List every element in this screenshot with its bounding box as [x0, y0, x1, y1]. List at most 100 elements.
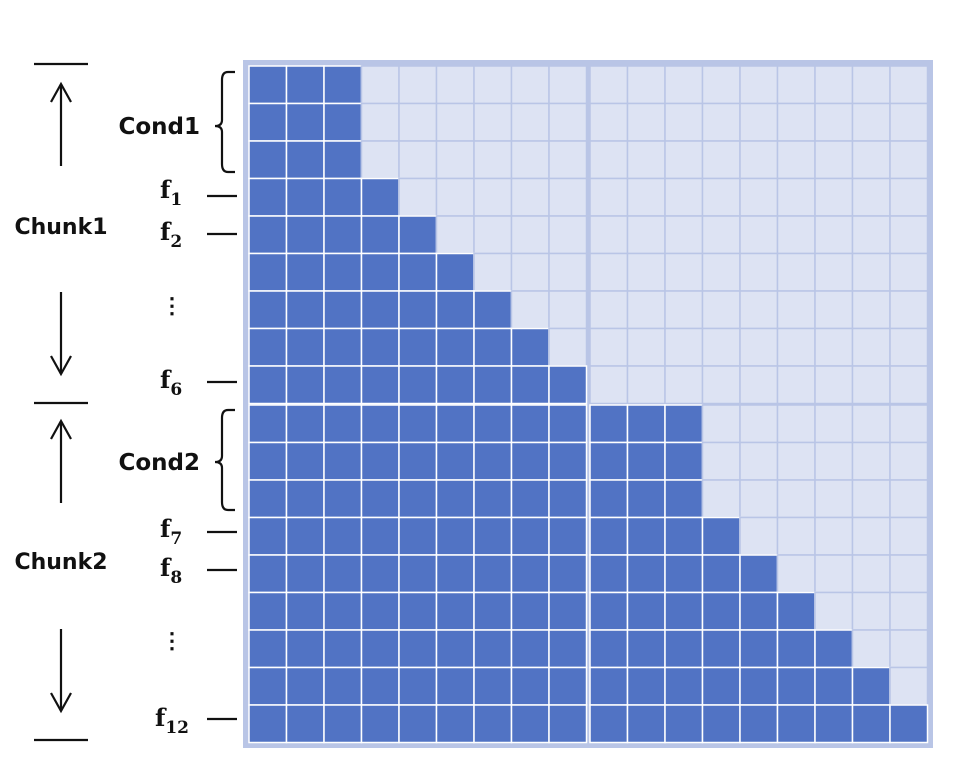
masked-cell [814, 215, 854, 255]
masked-cell [626, 252, 666, 292]
attend-cell [510, 404, 550, 444]
masked-cell [701, 102, 741, 142]
attend-cell [360, 666, 400, 706]
attend-cell [285, 554, 325, 594]
attend-cell [664, 516, 704, 556]
attend-cell [360, 290, 400, 330]
masked-cell [739, 479, 779, 519]
attend-cell [435, 516, 475, 556]
masked-cell [776, 327, 816, 367]
attend-cell [435, 704, 475, 744]
attend-cell [360, 554, 400, 594]
attend-cell [435, 441, 475, 481]
masked-cell [851, 65, 891, 105]
frame-label-f8: f8 [160, 553, 182, 588]
attend-cell [589, 516, 629, 556]
masked-cell [473, 102, 513, 142]
attend-cell [360, 591, 400, 631]
attend-cell [548, 479, 588, 519]
masked-cell [739, 215, 779, 255]
masked-cell [701, 441, 741, 481]
attend-cell [473, 629, 513, 669]
masked-cell [739, 252, 779, 292]
attend-cell [398, 479, 438, 519]
masked-cell [360, 140, 400, 180]
masked-cell [626, 177, 666, 217]
masked-cell [739, 140, 779, 180]
attend-cell [248, 554, 288, 594]
attend-cell [510, 666, 550, 706]
masked-cell [739, 102, 779, 142]
attend-cell [814, 666, 854, 706]
attend-cell [398, 290, 438, 330]
masked-cell [889, 327, 929, 367]
masked-cell [701, 365, 741, 405]
attend-cell [814, 704, 854, 744]
masked-cell [548, 327, 588, 367]
masked-cell [814, 252, 854, 292]
masked-cell [589, 177, 629, 217]
masked-cell [664, 252, 704, 292]
attention-matrix [248, 65, 929, 744]
masked-cell [814, 177, 854, 217]
attend-cell [248, 327, 288, 367]
attend-cell [664, 441, 704, 481]
attend-cell [626, 404, 666, 444]
masked-cell [739, 65, 779, 105]
masked-cell [889, 365, 929, 405]
cond2-label: Cond2 [118, 450, 200, 476]
attend-cell [435, 252, 475, 292]
attend-cell [360, 404, 400, 444]
attend-cell [285, 591, 325, 631]
attend-cell [360, 327, 400, 367]
attend-cell [589, 479, 629, 519]
attend-cell [510, 554, 550, 594]
attend-cell [701, 554, 741, 594]
masked-cell [739, 441, 779, 481]
attend-cell [285, 252, 325, 292]
masked-cell [626, 365, 666, 405]
masked-cell [739, 365, 779, 405]
attend-cell [398, 666, 438, 706]
attend-cell [701, 516, 741, 556]
attend-cell [248, 177, 288, 217]
masked-cell [360, 65, 400, 105]
attend-cell [360, 479, 400, 519]
masked-cell [889, 554, 929, 594]
attend-cell [323, 102, 363, 142]
attend-cell [285, 629, 325, 669]
attend-cell [398, 554, 438, 594]
masked-cell [664, 215, 704, 255]
masked-cell [889, 591, 929, 631]
attend-cell [248, 666, 288, 706]
masked-cell [776, 140, 816, 180]
masked-cell [889, 252, 929, 292]
attend-cell [248, 290, 288, 330]
masked-cell [814, 102, 854, 142]
masked-cell [889, 516, 929, 556]
attend-cell [435, 327, 475, 367]
attend-cell [435, 290, 475, 330]
masked-cell [701, 65, 741, 105]
masked-cell [889, 666, 929, 706]
masked-cell [814, 554, 854, 594]
masked-cell [851, 102, 891, 142]
attend-cell [248, 252, 288, 292]
masked-cell [548, 215, 588, 255]
cond1-brace [214, 70, 235, 174]
attend-cell [739, 629, 779, 669]
masked-cell [664, 327, 704, 367]
masked-cell [398, 102, 438, 142]
masked-cell [814, 140, 854, 180]
masked-cell [473, 65, 513, 105]
attend-cell [510, 591, 550, 631]
masked-cell [664, 102, 704, 142]
masked-cell [776, 554, 816, 594]
attend-cell [626, 479, 666, 519]
attend-cell [548, 666, 588, 706]
masked-cell [510, 252, 550, 292]
masked-cell [510, 177, 550, 217]
masked-cell [473, 140, 513, 180]
attend-cell [435, 629, 475, 669]
masked-cell [889, 177, 929, 217]
